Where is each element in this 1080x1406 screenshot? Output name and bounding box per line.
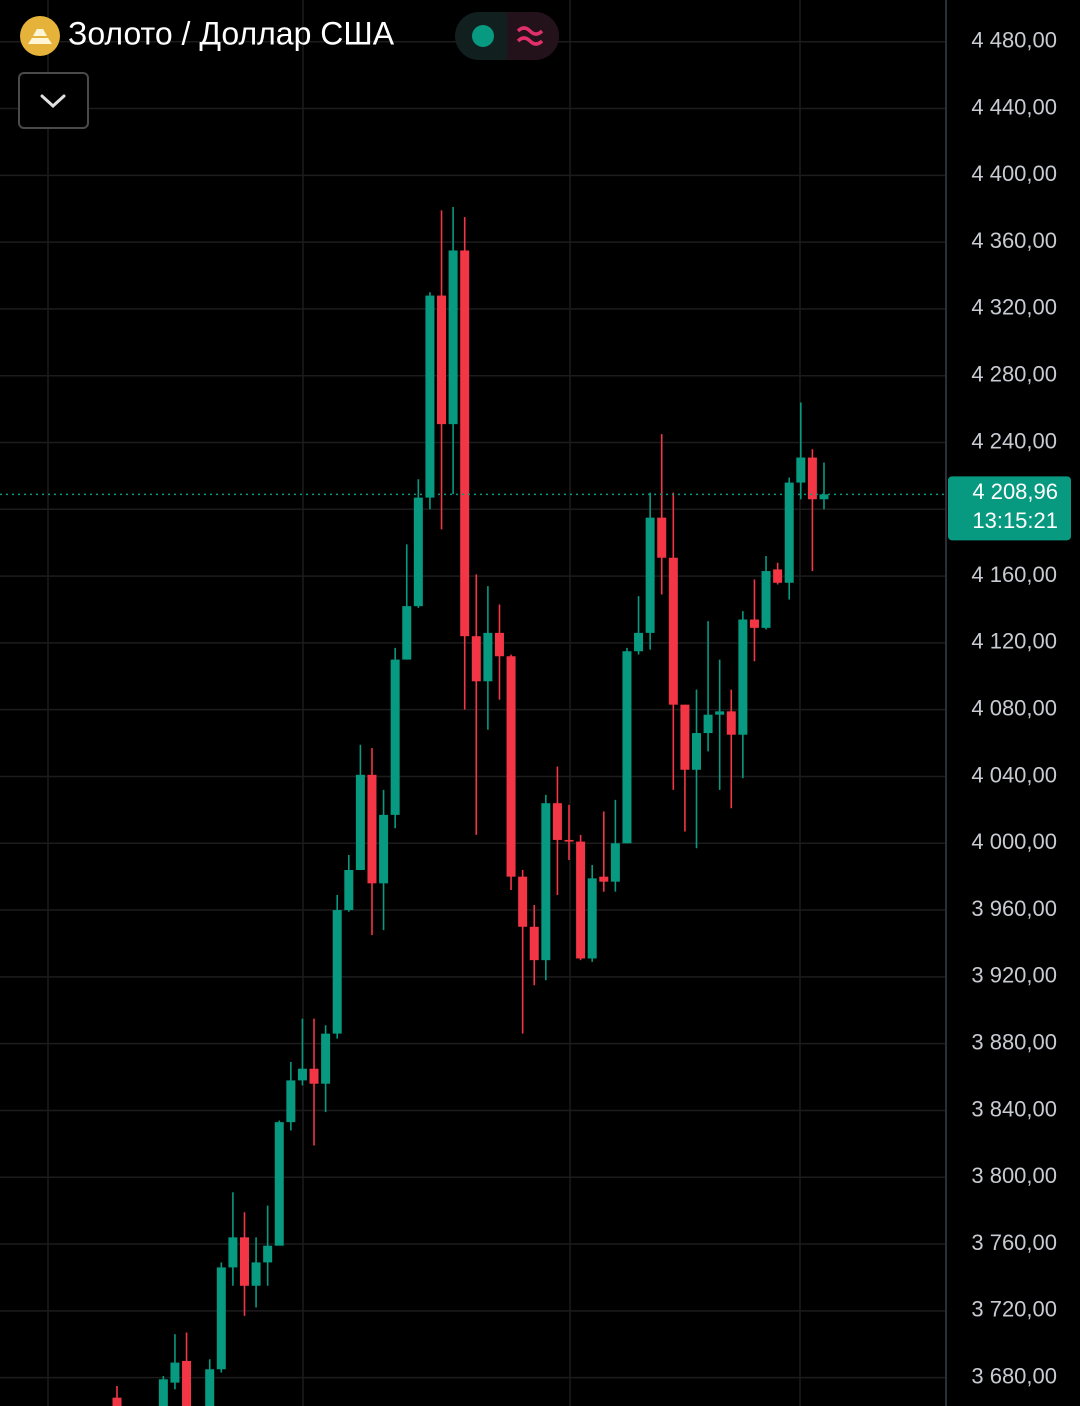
candle-body xyxy=(657,517,667,558)
candle-body xyxy=(112,1397,122,1406)
y-tick-label: 4 160,00 xyxy=(971,562,1057,587)
candle-body xyxy=(610,843,620,882)
candle-body xyxy=(182,1360,192,1406)
candle-body xyxy=(309,1068,319,1084)
y-tick-label: 4 040,00 xyxy=(971,762,1057,787)
candle-body xyxy=(518,876,528,927)
countdown: 13:15:21 xyxy=(972,508,1058,533)
y-tick-label: 3 920,00 xyxy=(971,963,1057,988)
candle-body xyxy=(645,517,655,633)
chart-title: Золото / Доллар США xyxy=(68,15,395,51)
candle-body xyxy=(761,571,771,628)
last-price-box xyxy=(948,476,1071,541)
y-tick-label: 4 480,00 xyxy=(971,28,1057,53)
candle-body xyxy=(355,774,365,870)
candle-body xyxy=(726,711,736,735)
candle-body xyxy=(448,250,458,425)
candle-body xyxy=(784,482,794,583)
candle-body xyxy=(367,774,377,884)
candle-body xyxy=(506,656,516,877)
candle-body xyxy=(680,704,690,770)
gold-bars xyxy=(28,29,52,44)
candle-body xyxy=(738,619,748,735)
candle-body xyxy=(564,839,574,842)
candle-body xyxy=(587,878,597,959)
status-pill-right xyxy=(507,12,559,60)
candle-body xyxy=(297,1068,307,1081)
candle-body xyxy=(749,619,759,628)
y-tick-label: 4 360,00 xyxy=(971,228,1057,253)
approx-icon xyxy=(516,26,544,46)
y-tick-label: 3 680,00 xyxy=(971,1363,1057,1388)
y-tick-label: 4 280,00 xyxy=(971,362,1057,387)
candle-body xyxy=(170,1362,180,1383)
candle-body xyxy=(413,497,423,607)
candle-body xyxy=(773,569,783,583)
candle-body xyxy=(576,841,586,959)
y-tick-label: 4 400,00 xyxy=(971,161,1057,186)
candle-body xyxy=(390,659,400,815)
y-tick-label: 3 720,00 xyxy=(971,1297,1057,1322)
y-tick-label: 4 120,00 xyxy=(971,629,1057,654)
candle-body xyxy=(541,803,551,961)
dropdown-button[interactable] xyxy=(18,72,89,129)
candle-body xyxy=(437,295,447,425)
candle-body xyxy=(425,295,435,498)
candle-body xyxy=(622,651,632,844)
candle-body xyxy=(634,632,644,652)
candle-body xyxy=(321,1033,331,1084)
candle-body xyxy=(552,803,562,840)
candle-body xyxy=(529,926,539,961)
y-tick-label: 3 840,00 xyxy=(971,1096,1057,1121)
y-tick-label: 4 440,00 xyxy=(971,94,1057,119)
y-tick-label: 3 800,00 xyxy=(971,1163,1057,1188)
candle-body xyxy=(251,1262,261,1286)
candle-body xyxy=(668,557,678,705)
market-open-dot xyxy=(472,25,494,47)
y-tick-label: 4 000,00 xyxy=(971,829,1057,854)
candle-body xyxy=(715,711,725,715)
y-tick-label: 4 240,00 xyxy=(971,428,1057,453)
candle-body xyxy=(379,814,389,884)
y-tick-label: 4 080,00 xyxy=(971,695,1057,720)
candle-body xyxy=(332,910,342,1034)
candle-body xyxy=(402,606,412,660)
candle-body xyxy=(703,714,713,734)
candle-body xyxy=(239,1237,249,1286)
candle-body xyxy=(228,1237,238,1268)
candle-body xyxy=(599,876,609,882)
candle-body xyxy=(263,1245,273,1263)
candle-body xyxy=(460,250,470,637)
candle-body xyxy=(205,1369,215,1406)
candle-body xyxy=(286,1080,296,1123)
candle-body xyxy=(216,1267,226,1370)
candle-body xyxy=(471,636,481,682)
candle-body xyxy=(344,869,354,911)
candle-body xyxy=(274,1122,284,1246)
y-tick-label: 3 880,00 xyxy=(971,1029,1057,1054)
y-tick-label: 3 960,00 xyxy=(971,896,1057,921)
candle-body xyxy=(692,733,701,770)
last-price-label: 4 208,96 xyxy=(972,479,1058,504)
candle-body xyxy=(819,494,829,500)
chevron xyxy=(40,94,66,109)
candle-body xyxy=(494,632,504,657)
y-tick-label: 3 760,00 xyxy=(971,1230,1057,1255)
candle-body xyxy=(796,457,806,483)
y-tick-label: 4 320,00 xyxy=(971,295,1057,320)
candle-body xyxy=(483,632,493,682)
candle-body xyxy=(807,457,817,500)
candle-body xyxy=(158,1379,168,1406)
